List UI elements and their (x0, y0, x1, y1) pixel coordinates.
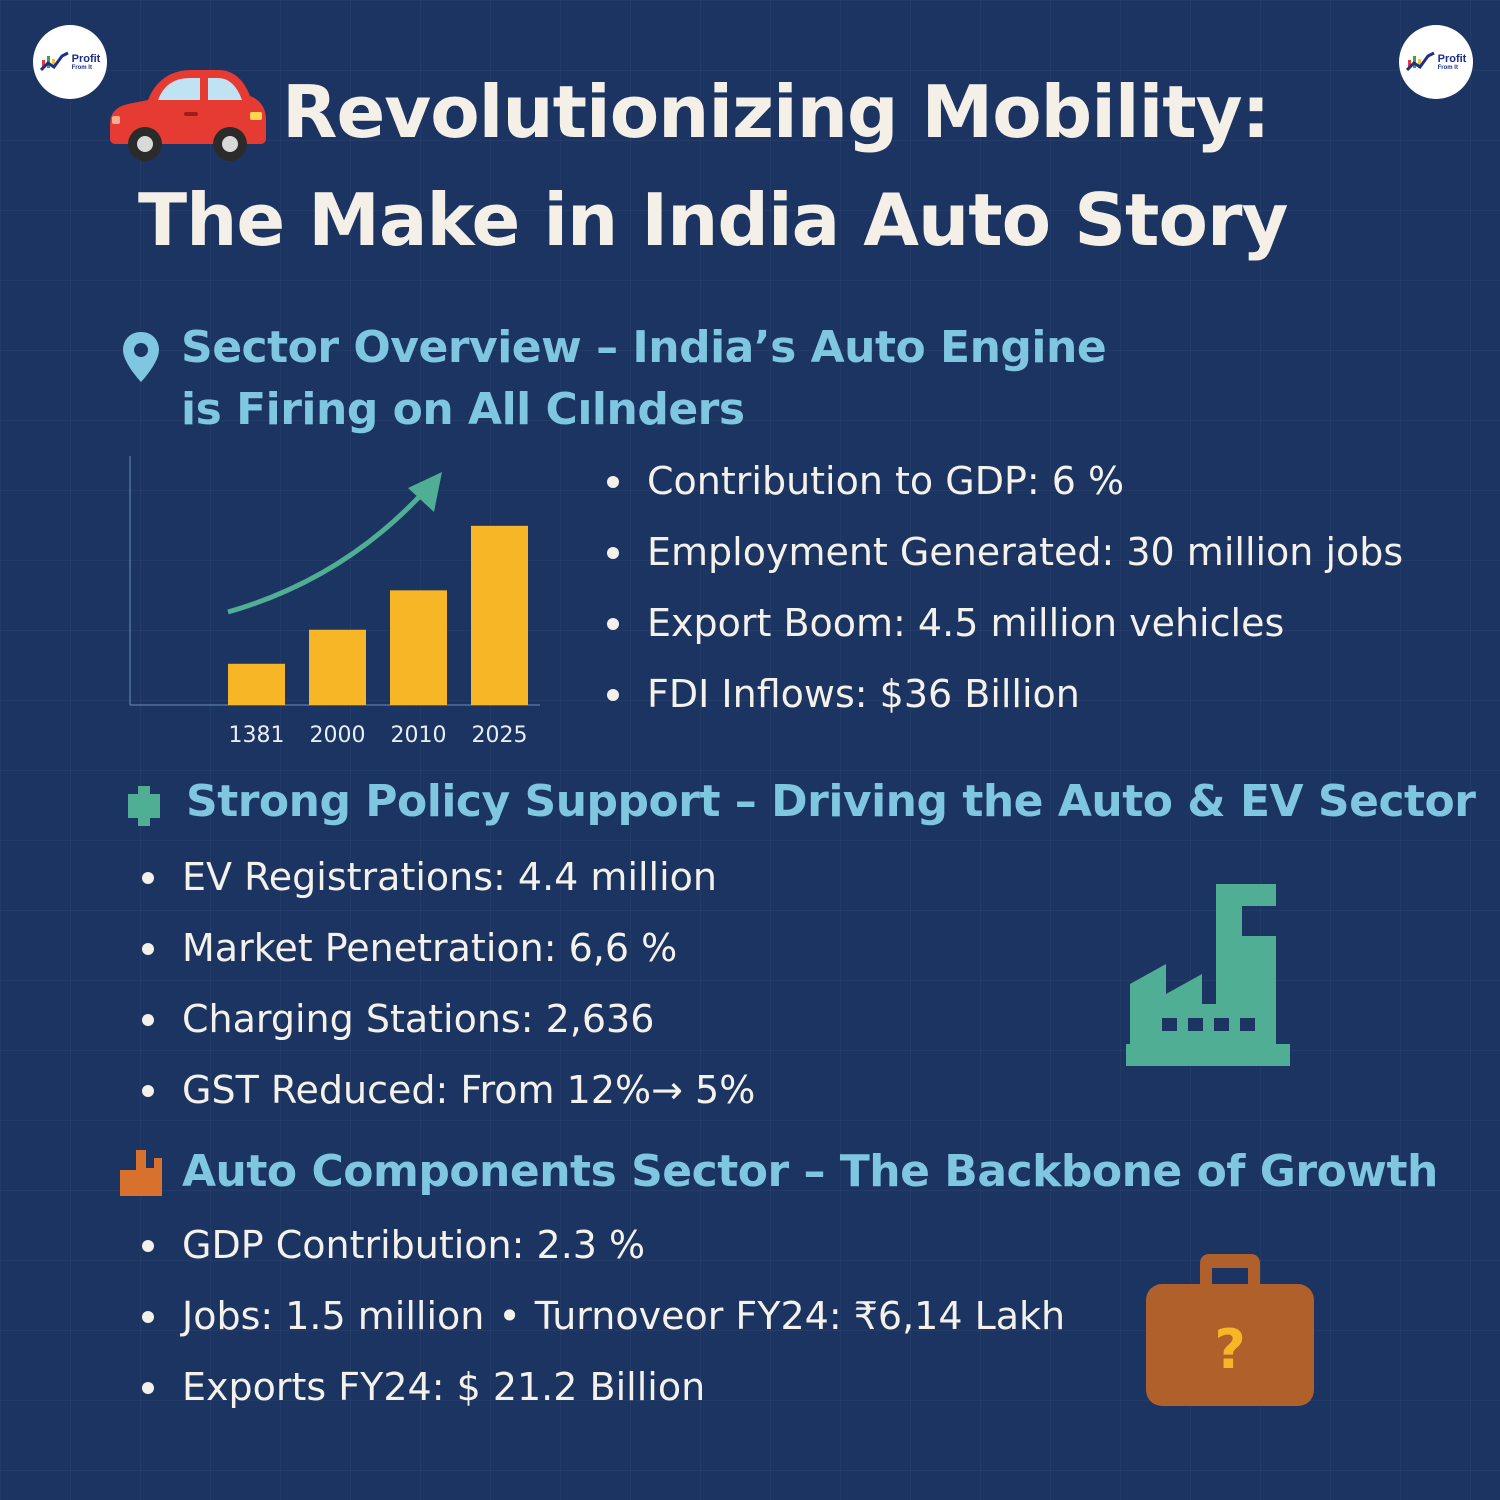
logo-left: Profit From It (33, 25, 107, 99)
logo-text: Profit From It (71, 52, 101, 71)
title-line-2: The Make in India Auto Story (138, 178, 1288, 262)
trend-arrow-head (408, 472, 442, 512)
list-item: Employment Generated: 30 million jobs (607, 517, 1403, 588)
policy-block-icon (128, 786, 160, 826)
chart-x-tick-label: 2010 (391, 723, 447, 748)
section-heading-components: Auto Components Sector – The Backbone of… (182, 1146, 1438, 1197)
chart-logo-icon (39, 51, 69, 72)
policy-bullet-list: EV Registrations: 4.4 million Market Pen… (142, 842, 755, 1126)
list-item: GST Reduced: From 12%→ 5% (142, 1055, 755, 1126)
chart-bar-2025 (471, 525, 528, 705)
list-item: Jobs: 1.5 million • Turnoveor FY24: ₹6,14 … (142, 1281, 1065, 1352)
list-item: Contribution to GDP: 6 % (607, 446, 1403, 517)
title-line-1: Revolutionizing Mobility: (282, 70, 1270, 154)
briefcase-question-mark: ? (1214, 1318, 1245, 1381)
section-heading-overview: Sector Overview – India’s Auto Engine is… (181, 322, 1107, 435)
overview-bullet-list: Contribution to GDP: 6 % Employment Gene… (607, 446, 1403, 730)
page-title: Revolutionizing Mobility: The Make in In… (100, 58, 1400, 274)
list-item: Export Boom: 4.5 million vehicles (607, 588, 1403, 659)
list-item: EV Registrations: 4.4 million (142, 842, 755, 913)
chart-bar-2010 (390, 590, 447, 705)
chart-bar-1381 (228, 663, 285, 705)
components-bullet-list: GDP Contribution: 2.3 % Jobs: 1.5 millio… (142, 1210, 1065, 1423)
factory-icon (1126, 884, 1290, 1066)
section-heading-policy: Strong Policy Support – Driving the Auto… (186, 776, 1476, 827)
component-block-icon (120, 1150, 162, 1196)
chart-logo-icon (1405, 51, 1435, 72)
logo-text: Profit From It (1437, 52, 1467, 71)
logo-right: Profit From It (1399, 25, 1473, 99)
list-item: Market Penetration: 6,6 % (142, 913, 755, 984)
chart-bar-2000 (309, 629, 366, 705)
location-pin-icon (123, 332, 159, 382)
list-item: Charging Stations: 2,636 (142, 984, 755, 1055)
car-icon (110, 70, 266, 161)
trend-arrow-line (227, 494, 422, 615)
jobs-value: Jobs: 1.5 million (182, 1294, 485, 1338)
list-item: Exports FY24: $ 21.2 Billion (142, 1352, 1065, 1423)
chart-x-tick-label: 2025 (472, 723, 528, 748)
growth-bar-chart: 1381 2000 2010 2025 (129, 456, 540, 748)
briefcase-icon: ? (1146, 1254, 1314, 1406)
list-item: FDI Inflows: $36 Billion (607, 659, 1403, 730)
chart-x-tick-label: 2000 (310, 723, 366, 748)
list-item: GDP Contribution: 2.3 % (142, 1210, 1065, 1281)
chart-x-tick-label: 1381 (229, 723, 285, 748)
turnover-value: Turnoveor FY24: ₹6,14 Lakh (534, 1294, 1066, 1338)
inline-bullet-separator: • (498, 1294, 521, 1338)
